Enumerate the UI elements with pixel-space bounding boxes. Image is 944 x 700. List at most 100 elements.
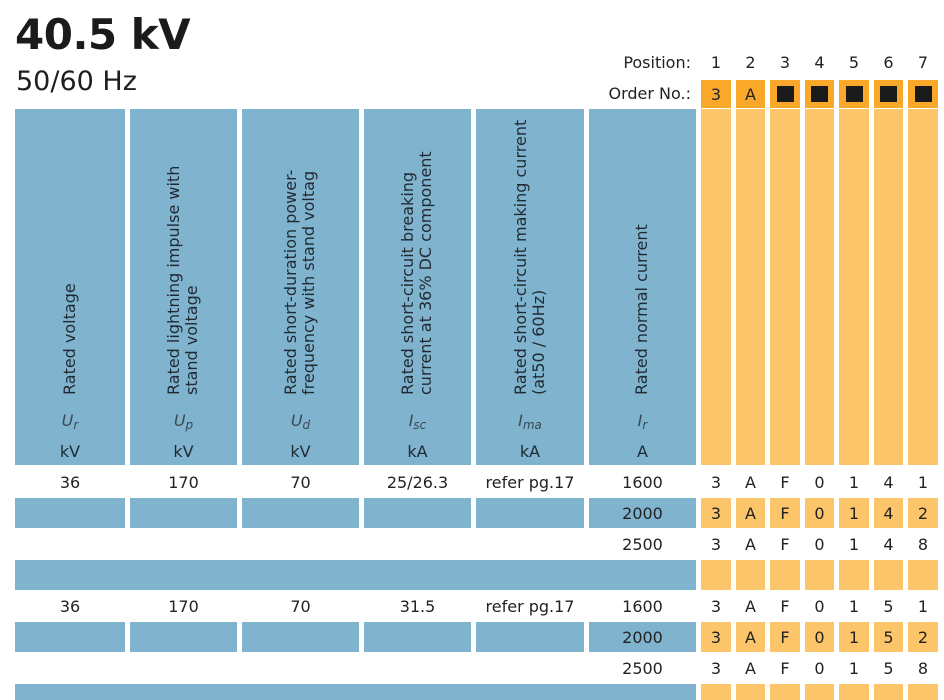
cell-order-code: 3 [710, 596, 722, 616]
cell-order-code: 1 [917, 472, 929, 492]
order-cell-bg [908, 498, 938, 528]
cell-lightning-impulse: 170 [168, 472, 199, 492]
page-subtitle: 50/60 Hz [16, 66, 137, 97]
column-unit: kV [59, 442, 81, 461]
order-cell-bg [805, 498, 834, 528]
cell-breaking-current: 31.5 [399, 596, 436, 616]
order-code-cell [874, 80, 903, 108]
cell-order-code: 3 [710, 503, 722, 523]
cell-order-code: 5 [883, 596, 894, 616]
row-cell-bg [242, 622, 359, 652]
order-cell-bg [770, 622, 800, 652]
cell-power-frequency: 70 [290, 472, 311, 492]
position-label: Position: [623, 53, 691, 72]
row-cell-bg [15, 498, 125, 528]
column-symbol: Up [130, 411, 237, 432]
order-no-label: Order No.: [608, 84, 691, 103]
cell-order-code: 5 [883, 658, 894, 678]
separator-order-cell [701, 560, 731, 590]
black-square-icon [880, 86, 897, 102]
separator-order-cell [805, 684, 834, 700]
cell-order-code: 2 [917, 503, 929, 523]
position-number: 3 [779, 53, 791, 72]
cell-power-frequency: 70 [290, 596, 311, 616]
symbol-subscript: r [642, 418, 648, 432]
cell-order-code: 3 [710, 534, 722, 554]
cell-making-current: refer pg.17 [485, 596, 575, 616]
separator-order-cell [770, 560, 800, 590]
symbol-subscript: p [185, 418, 194, 432]
separator-order-cell [805, 560, 834, 590]
page-title: 40.5 kV [15, 10, 191, 59]
column-unit: A [637, 442, 648, 461]
order-cell-bg [874, 622, 903, 652]
row-cell-bg [15, 622, 125, 652]
cell-lightning-impulse: 170 [168, 596, 199, 616]
cell-order-code: A [745, 627, 756, 647]
cell-order-code: 1 [848, 627, 860, 647]
column-title: Rated voltage [60, 283, 79, 395]
order-cell-bg [805, 622, 834, 652]
column-header: Rated normal current Ir A [589, 109, 696, 465]
column-header: Rated short-circuit breaking current at 3… [364, 109, 471, 465]
position-number: 1 [710, 53, 722, 72]
order-cell-bg [736, 498, 765, 528]
symbol-letter: U [290, 411, 303, 430]
cell-order-code: 1 [848, 596, 860, 616]
separator-order-cell [908, 684, 938, 700]
row-cell-bg [130, 622, 237, 652]
cell-normal-current: 2000 [622, 627, 663, 647]
cell-order-code: 8 [917, 534, 929, 554]
order-code-value: A [745, 84, 756, 104]
column-title: Rated short-circuit making current (at50 … [511, 119, 549, 395]
cell-order-code: A [745, 534, 756, 554]
row-cell-bg [364, 498, 471, 528]
order-cell-bg [874, 498, 903, 528]
symbol-letter: I [518, 411, 523, 430]
separator-order-cell [770, 684, 800, 700]
order-column-header [701, 109, 731, 465]
separator-bar [15, 560, 696, 590]
order-cell-bg [770, 498, 800, 528]
column-title-line: stand voltage [182, 285, 202, 395]
cell-normal-current: 2000 [622, 503, 663, 523]
column-title: Rated short-circuit breaking current at 3… [398, 151, 436, 395]
column-title-line: (at50 / 60Hz) [529, 289, 549, 395]
row-cell-bg [130, 498, 237, 528]
separator-order-cell [839, 560, 869, 590]
position-number: 2 [745, 53, 756, 72]
order-code-cell [805, 80, 834, 108]
column-header: Rated short-duration power-frequency wit… [242, 109, 359, 465]
symbol-subscript: sc [413, 418, 427, 432]
cell-order-code: A [745, 658, 756, 678]
symbol-letter: U [61, 411, 74, 430]
order-column-header [805, 109, 834, 465]
column-title-line: Rated short-circuit making current [511, 119, 530, 395]
column-title-line: Rated lightning impulse with [164, 165, 183, 395]
separator-order-cell [736, 560, 765, 590]
column-header: Rated short-circuit making current (at50 … [476, 109, 584, 465]
cell-order-code: 3 [710, 472, 722, 492]
separator-order-cell [874, 560, 903, 590]
cell-order-code: 0 [814, 503, 825, 523]
position-number: 4 [814, 53, 825, 72]
order-code-cell [770, 80, 800, 108]
column-title-line: Rated short-circuit breaking [398, 171, 417, 395]
row-cell-bg [589, 622, 696, 652]
cell-normal-current: 1600 [622, 596, 663, 616]
column-title: Rated normal current [632, 224, 651, 395]
separator-order-cell [839, 684, 869, 700]
cell-order-code: 3 [710, 627, 722, 647]
order-code-cell [839, 80, 869, 108]
separator-order-cell [874, 684, 903, 700]
row-cell-bg [476, 622, 584, 652]
column-unit: kA [519, 442, 541, 461]
cell-normal-current: 2500 [622, 658, 663, 678]
cell-order-code: 0 [814, 534, 825, 554]
cell-order-code: 2 [917, 627, 929, 647]
column-symbol: Ud [242, 411, 359, 432]
order-cell-bg [839, 622, 869, 652]
cell-order-code: 3 [710, 658, 722, 678]
column-header: Rated voltage Ur kV [15, 109, 125, 465]
column-unit: kV [290, 442, 311, 461]
